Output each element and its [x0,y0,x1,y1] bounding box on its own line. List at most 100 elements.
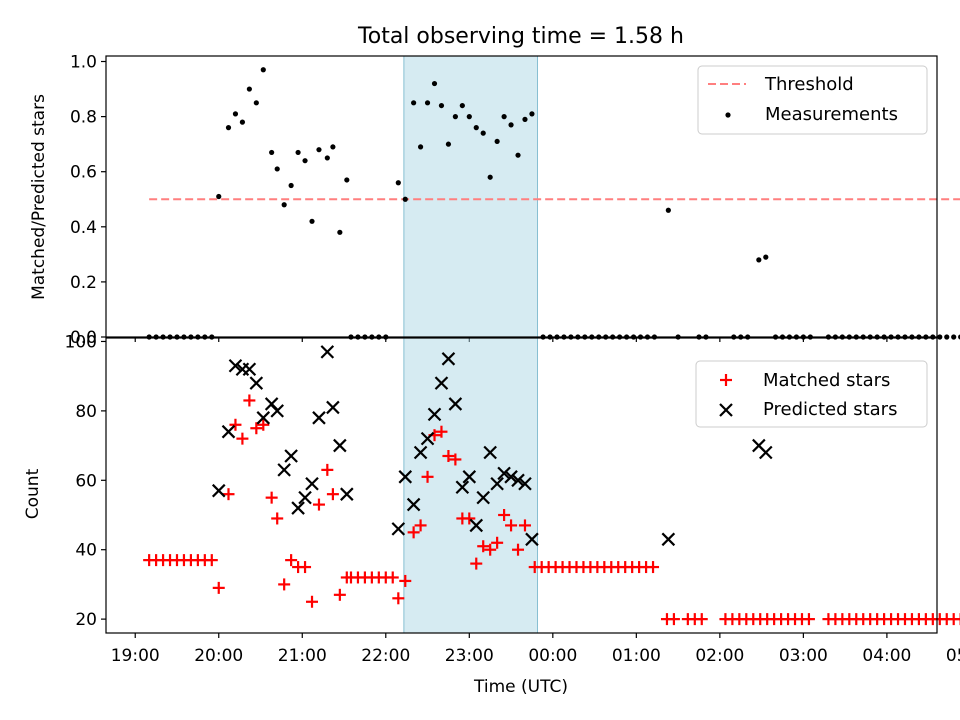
predicted-star-marker [228,358,243,373]
measurement-point [216,193,222,200]
predicted-star-marker [490,476,504,491]
predicted-star-marker [455,480,470,495]
predicted-star-marker [256,411,271,425]
predicted-star-marker [413,445,428,460]
matched-star-marker [326,488,339,501]
measurement-point [288,182,294,189]
measurement-point [501,114,507,120]
predicted-star-marker [661,532,676,547]
predicted-star-marker [406,497,421,512]
predicted-star-marker [476,490,490,505]
ratio-legend-box [697,65,928,135]
ratio-y-tick-label: 0.4 [70,218,97,238]
x-tick-label: 00:00 [528,646,577,666]
predicted-star-marker [298,490,312,505]
measurement-point [665,207,671,213]
measurement-point [515,152,521,158]
measurement-point [522,116,528,122]
measurement-point [253,100,259,106]
matched-star-marker [321,463,334,476]
matched-star-marker [312,498,325,511]
count-panel: 20 40 60 80 100 19:00 20:00 21:00 22:00 23:00 00:… [23,332,960,697]
matched-star-marker [802,613,815,626]
count-y-tick-label: 60 [75,471,97,491]
legend-predicted-swatch [719,403,733,417]
measurement-point [529,111,535,117]
matched-star-marker [271,512,284,525]
matched-star-marker [667,613,680,626]
ratio-y-tick-label: 1.0 [70,53,97,73]
predicted-star-marker [427,407,442,422]
measurement-point [274,166,280,172]
predicted-star-marker [221,424,236,439]
x-tick-label: 22:00 [361,646,410,666]
x-tick-label: 02:00 [695,646,744,666]
predicted-star-marker [420,431,435,446]
predicted-star-marker [518,476,532,491]
measurement-point [480,130,486,136]
measurement-point [944,334,950,340]
predicted-star-marker [326,400,340,415]
measurement-point [494,138,500,145]
measurement-point [473,125,479,131]
measurement-point [324,155,330,161]
predicted-star-marker [320,345,335,359]
count-y-tick-label: 100 [65,332,97,352]
measurement-point [508,122,514,128]
matched-star-marker [414,519,427,532]
matched-star-marker [484,543,497,556]
matched-star-marker [695,613,708,626]
predicted-star-marker [448,397,463,411]
ratio-plot-frame [105,55,938,338]
x-tick-label: 01:00 [612,646,661,666]
legend-measurements-label: Measurements [765,104,898,125]
measurement-point [316,147,322,153]
matched-star-marker [435,425,448,438]
x-tick-label: 19:00 [111,646,160,666]
measurement-point [309,218,315,224]
matched-star-marker [954,613,960,626]
legend-threshold-label: Threshold [764,74,854,95]
x-tick-label: 20:00 [194,646,243,666]
legend-measurement-swatch [725,112,731,118]
measurement-point [337,229,343,235]
measurement-point [269,149,275,156]
predicted-star-marker [483,445,497,460]
measurement-point [937,334,943,340]
chart-title: Total observing time = 1.58 h [357,24,684,49]
matched-star-marker [285,554,298,567]
count-legend-box [695,360,928,428]
ratio-y-tick-label: 0.2 [70,273,97,293]
matched-star-marker [386,571,399,584]
measurement-point [445,141,452,147]
measurement-point [763,254,769,260]
matched-star-marker [399,574,412,587]
matched-star-marker [407,526,420,539]
count-y-tick-label: 80 [75,402,97,422]
x-axis-label: Time (UTC) [473,677,568,697]
count-y-tick-label: 20 [75,610,97,630]
matched-star-marker [243,394,256,407]
predicted-star-marker [291,501,305,515]
matched-star-marker [205,554,218,567]
legend-matched-swatch [720,374,732,386]
matched-star-marker [491,536,504,549]
measurement-point [452,114,458,120]
matched-star-marker [647,561,660,574]
matched-star-marker [299,561,312,574]
matched-star-marker [421,470,434,483]
measurement-point [281,202,287,208]
count-legend: Matched stars Predicted stars [695,360,928,428]
measurement-point [344,177,350,183]
matched-star-marker [477,540,490,553]
measurement-point [466,114,472,120]
x-tick-label: 05:00 [946,646,960,666]
matched-star-marker [442,450,455,462]
x-tick-label: 03:00 [779,646,828,666]
matched-star-marker [333,588,346,601]
measurement-point [295,149,301,156]
x-tick-label: 04:00 [862,646,911,666]
matched-star-marker [306,595,319,608]
measurement-point [438,102,445,109]
measurement-point [411,100,417,106]
